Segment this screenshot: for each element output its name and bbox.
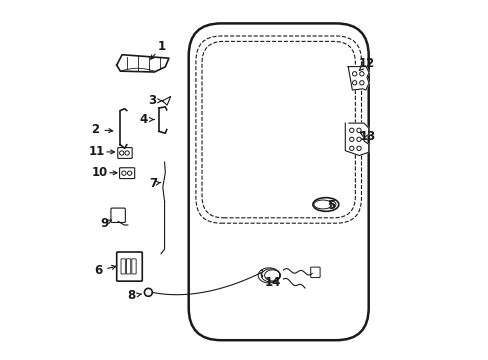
Ellipse shape (313, 200, 331, 209)
Text: 12: 12 (358, 57, 374, 69)
FancyBboxPatch shape (111, 208, 125, 222)
Text: 6: 6 (94, 264, 102, 277)
Text: 13: 13 (359, 130, 375, 143)
Text: 7: 7 (149, 177, 158, 190)
Text: 11: 11 (89, 145, 105, 158)
Text: 8: 8 (127, 289, 135, 302)
FancyBboxPatch shape (310, 267, 320, 278)
Text: 5: 5 (326, 199, 334, 212)
Text: 3: 3 (148, 94, 157, 107)
Polygon shape (345, 123, 368, 156)
FancyBboxPatch shape (120, 168, 134, 179)
Polygon shape (347, 67, 368, 90)
Text: 10: 10 (91, 166, 108, 179)
FancyBboxPatch shape (117, 252, 142, 281)
FancyBboxPatch shape (132, 259, 136, 274)
FancyBboxPatch shape (118, 148, 132, 158)
Text: 9: 9 (100, 217, 108, 230)
Text: 14: 14 (264, 276, 280, 289)
FancyBboxPatch shape (121, 259, 125, 274)
Ellipse shape (312, 198, 338, 211)
FancyBboxPatch shape (126, 259, 130, 274)
Text: 2: 2 (91, 123, 99, 136)
Text: 1: 1 (157, 40, 165, 53)
Text: 4: 4 (139, 113, 147, 126)
